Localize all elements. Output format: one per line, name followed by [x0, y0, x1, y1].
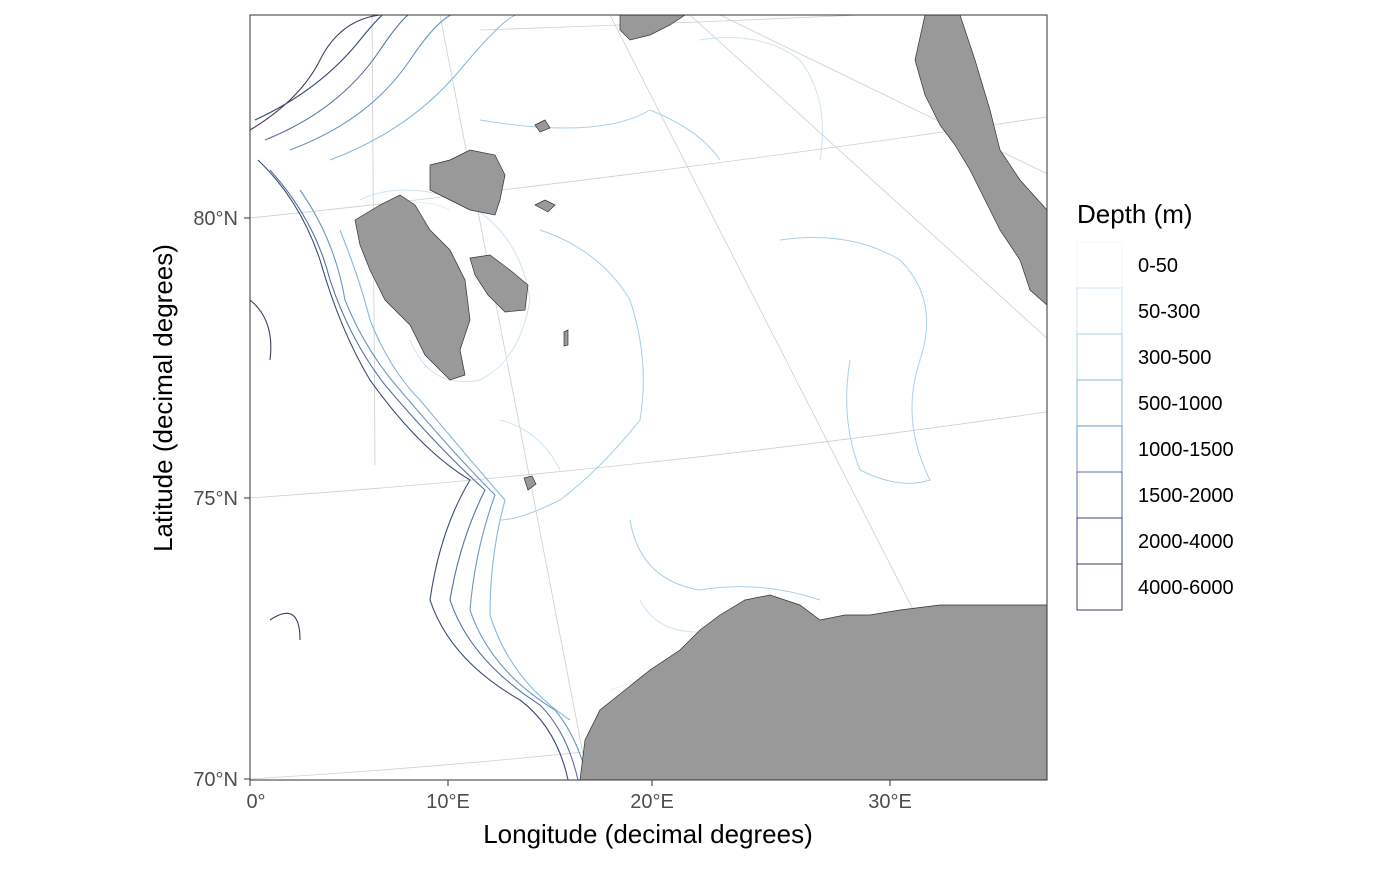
legend-label-1: 50-300	[1138, 301, 1200, 323]
meridian-45e	[719, 15, 1047, 175]
meridian-15e	[439, 15, 589, 780]
land	[354, 15, 1047, 780]
legend-key-0	[1076, 241, 1123, 289]
legend-label-0: 0-50	[1138, 255, 1178, 277]
x-tick-label-0: 0°	[246, 791, 265, 813]
y-tick-label-80: 80°N	[193, 208, 238, 230]
parallel-75n	[250, 411, 1047, 499]
land-franz-josef	[619, 15, 686, 41]
map-panel-border	[249, 14, 1048, 781]
parallel-80n	[250, 116, 1047, 219]
legend-label-5: 1500-2000	[1138, 485, 1234, 507]
map-content	[250, 15, 1047, 780]
land-svalbard-spitsbergen	[354, 194, 471, 381]
contour-1000-1500	[289, 15, 589, 780]
legend-key-6	[1076, 517, 1123, 565]
contour-50-300	[359, 37, 841, 634]
x-tick-label-20e: 20°E	[630, 791, 674, 813]
land-svalbard-nordaustlandet	[429, 149, 506, 216]
land-kong-karls	[534, 199, 556, 213]
contour-300-500	[479, 109, 931, 601]
land-fennoscandia	[579, 594, 1047, 780]
land-novaya-zemlya	[914, 15, 1047, 306]
meridian-35e	[689, 15, 1047, 339]
legend-label-4: 1000-1500	[1138, 439, 1234, 461]
legend-label-3: 500-1000	[1138, 393, 1223, 415]
x-tick-label-30e: 30°E	[868, 791, 912, 813]
legend-key-1	[1076, 287, 1123, 335]
legend-key-2	[1076, 333, 1123, 381]
y-tick-label-75: 75°N	[193, 488, 238, 510]
legend-key-7	[1076, 563, 1123, 611]
contour-1500-2000	[264, 15, 579, 780]
parallel-high	[479, 15, 868, 31]
legend-key-3	[1076, 379, 1123, 427]
legend-title: Depth (m)	[1077, 199, 1193, 229]
graticule	[250, 15, 1047, 780]
x-tick-label-10e: 10°E	[426, 791, 470, 813]
contour-4000-6000	[250, 15, 381, 641]
legend-label-2: 300-500	[1138, 347, 1211, 369]
legend-key-4	[1076, 425, 1123, 473]
land-kvitoya	[534, 119, 551, 133]
legend-label-7: 4000-6000	[1138, 577, 1234, 599]
y-axis: 70°N 75°N 80°N	[193, 208, 250, 791]
land-svalbard-edgeoya	[469, 254, 529, 313]
y-tick-label-70: 70°N	[193, 769, 238, 791]
contour-2000-4000	[254, 15, 569, 780]
legend-label-6: 2000-4000	[1138, 531, 1234, 553]
legend-key-5	[1076, 471, 1123, 519]
land-hopen	[563, 329, 569, 347]
y-axis-title: Latitude (decimal degrees)	[148, 244, 178, 552]
deep-contours	[250, 15, 589, 780]
contour-500-1000	[329, 15, 571, 721]
x-axis-title: Longitude (decimal degrees)	[483, 819, 813, 849]
legend-items: 0-50 50-300 300-500 500-1000 1000-1500 1500-2…	[1076, 241, 1234, 611]
depth-legend: Depth (m) 0-50 50-300 300-500 500-1000 1000-…	[1076, 199, 1234, 611]
land-bjornoya	[523, 475, 537, 491]
x-axis: 0° 10°E 20°E 30°E	[246, 780, 912, 813]
